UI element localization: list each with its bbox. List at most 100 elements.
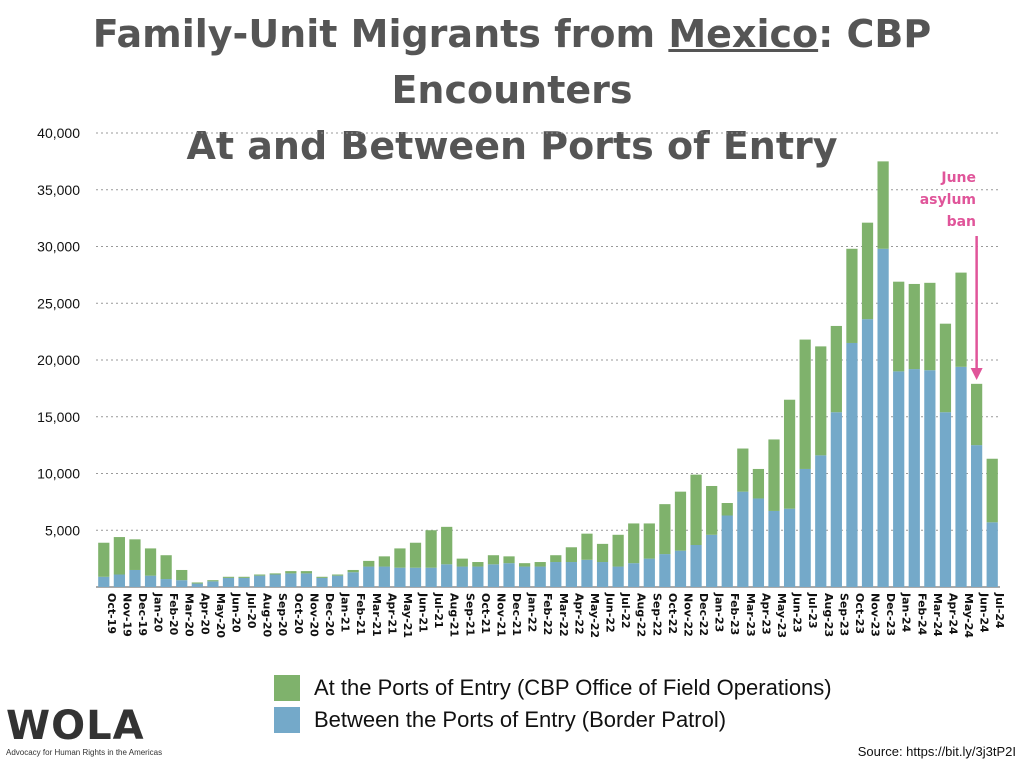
- bar-ports-of-entry: [144, 548, 157, 576]
- annotation: June asylum ban: [920, 170, 983, 380]
- bars: [98, 161, 998, 587]
- bar-border-patrol: [238, 577, 250, 587]
- bar-ports-of-entry: [331, 574, 344, 576]
- legend-item-ofo: At the Ports of Entry (CBP Office of Fie…: [274, 675, 832, 701]
- x-tick-label: Sep-22: [650, 593, 663, 636]
- x-tick-label: Jun-21: [417, 592, 430, 633]
- legend-label-bp: Between the Ports of Entry (Border Patro…: [314, 707, 727, 732]
- bar-border-patrol: [612, 566, 624, 587]
- x-tick-label: Dec-22: [697, 593, 710, 636]
- x-tick-label: May-24: [962, 593, 975, 638]
- bar-ports-of-entry: [721, 503, 733, 516]
- bar-border-patrol: [534, 566, 546, 587]
- bar-border-patrol: [472, 566, 484, 587]
- bar-ports-of-entry: [534, 562, 546, 567]
- bar-border-patrol: [752, 498, 765, 587]
- x-tick-label: Dec-20: [323, 593, 336, 636]
- x-tick-label: Feb-22: [541, 593, 554, 635]
- bar-border-patrol: [939, 412, 952, 587]
- bar-border-patrol: [160, 579, 172, 587]
- annotation-arrow-head: [970, 368, 983, 380]
- annotation-text: June: [940, 170, 976, 186]
- x-tick-label: Sep-21: [463, 593, 476, 636]
- title-suffix: : CBP Encounters: [391, 12, 932, 112]
- bar-ports-of-entry: [924, 282, 936, 371]
- x-axis: Oct-19 Nov-19 Dec-19 Jan-20 Feb-20 Mar-20 Apr-…: [105, 592, 1006, 638]
- bar-border-patrol: [846, 342, 858, 587]
- bar-border-patrol: [690, 545, 702, 587]
- bar-ports-of-entry: [908, 283, 920, 370]
- bar-border-patrol: [378, 566, 390, 587]
- x-tick-label: Jul-24: [993, 592, 1006, 629]
- logo-tagline: Advocacy for Human Rights in the America…: [6, 748, 163, 757]
- x-tick-label: Mar-22: [557, 593, 570, 637]
- x-tick-label: Nov-22: [681, 593, 694, 637]
- legend-item-bp: Between the Ports of Entry (Border Patro…: [274, 707, 726, 733]
- bar-border-patrol: [207, 581, 219, 587]
- bar-border-patrol: [425, 567, 437, 587]
- bar-ports-of-entry: [441, 526, 453, 565]
- y-tick-label: 5,000: [45, 522, 80, 538]
- bar-ports-of-entry: [222, 576, 235, 578]
- bar-border-patrol: [674, 550, 687, 587]
- x-tick-label: Jun-23: [791, 592, 804, 633]
- bar-ports-of-entry: [893, 281, 905, 372]
- y-tick-label: 20,000: [37, 352, 80, 368]
- x-tick-label: May-20: [214, 593, 227, 638]
- bar-border-patrol: [269, 574, 281, 587]
- bar-border-patrol: [815, 455, 827, 587]
- x-tick-label: Dec-19: [136, 593, 149, 636]
- title-prefix: Family-Unit Migrants from: [92, 12, 669, 56]
- bar-border-patrol: [191, 583, 203, 587]
- bar-ports-of-entry: [254, 574, 266, 576]
- x-tick-label: Aug-23: [822, 593, 835, 637]
- bar-ports-of-entry: [378, 556, 390, 567]
- bar-border-patrol: [487, 564, 500, 587]
- bar-border-patrol: [659, 554, 671, 587]
- x-tick-label: Oct-22: [666, 593, 679, 634]
- y-tick-label: 40,000: [37, 125, 80, 141]
- x-tick-label: Feb-21: [354, 593, 367, 635]
- x-tick-label: Apr-23: [759, 593, 772, 635]
- bar-ports-of-entry: [176, 569, 188, 581]
- y-tick-label: 15,000: [37, 409, 80, 425]
- bar-border-patrol: [581, 559, 593, 587]
- source-note: Source: https://bit.ly/3j3tP2I: [857, 744, 1016, 759]
- bar-border-patrol: [768, 510, 780, 587]
- bar-ports-of-entry: [425, 530, 437, 568]
- x-tick-label: Sep-20: [276, 593, 289, 636]
- title-line-1: Family-Unit Migrants from Mexico: CBP En…: [0, 6, 1024, 118]
- x-tick-label: Jan-23: [713, 592, 726, 632]
- bar-ports-of-entry: [783, 399, 796, 509]
- bar-border-patrol: [441, 564, 453, 587]
- x-tick-label: Jan-24: [900, 592, 913, 633]
- bar-border-patrol: [113, 574, 125, 587]
- y-axis: 5,000 10,000 15,000 20,000 25,000 30,000 35,00…: [37, 125, 80, 538]
- bar-border-patrol: [285, 573, 297, 587]
- logo-text: WOLA: [6, 703, 145, 749]
- x-tick-label: Jul-23: [806, 592, 819, 629]
- x-tick-label: Oct-20: [292, 593, 305, 634]
- bar-border-patrol: [893, 371, 905, 587]
- bar-border-patrol: [737, 491, 749, 587]
- bar-border-patrol: [628, 563, 640, 587]
- bar-border-patrol: [222, 577, 235, 587]
- x-tick-label: Mar-21: [370, 593, 383, 637]
- title-underlined-word: Mexico: [668, 12, 819, 56]
- x-tick-label: Aug-22: [635, 593, 648, 637]
- bar-ports-of-entry: [628, 523, 640, 564]
- bar-border-patrol: [799, 468, 811, 587]
- legend-swatch-ofo: [274, 675, 300, 701]
- x-tick-label: Dec-23: [884, 593, 897, 636]
- title-line-2: At and Between Ports of Entry: [186, 124, 838, 168]
- x-tick-label: Oct-23: [853, 593, 866, 634]
- wola-logo: WOLA Advocacy for Human Rights in the Am…: [6, 706, 166, 757]
- bar-ports-of-entry: [269, 573, 281, 575]
- x-tick-label: Dec-21: [510, 593, 523, 636]
- bar-ports-of-entry: [737, 448, 749, 492]
- bar-ports-of-entry: [846, 248, 858, 343]
- x-tick-label: Apr-21: [385, 593, 398, 635]
- bar-ports-of-entry: [815, 346, 827, 456]
- bar-ports-of-entry: [487, 555, 500, 565]
- x-tick-label: Oct-19: [105, 593, 118, 634]
